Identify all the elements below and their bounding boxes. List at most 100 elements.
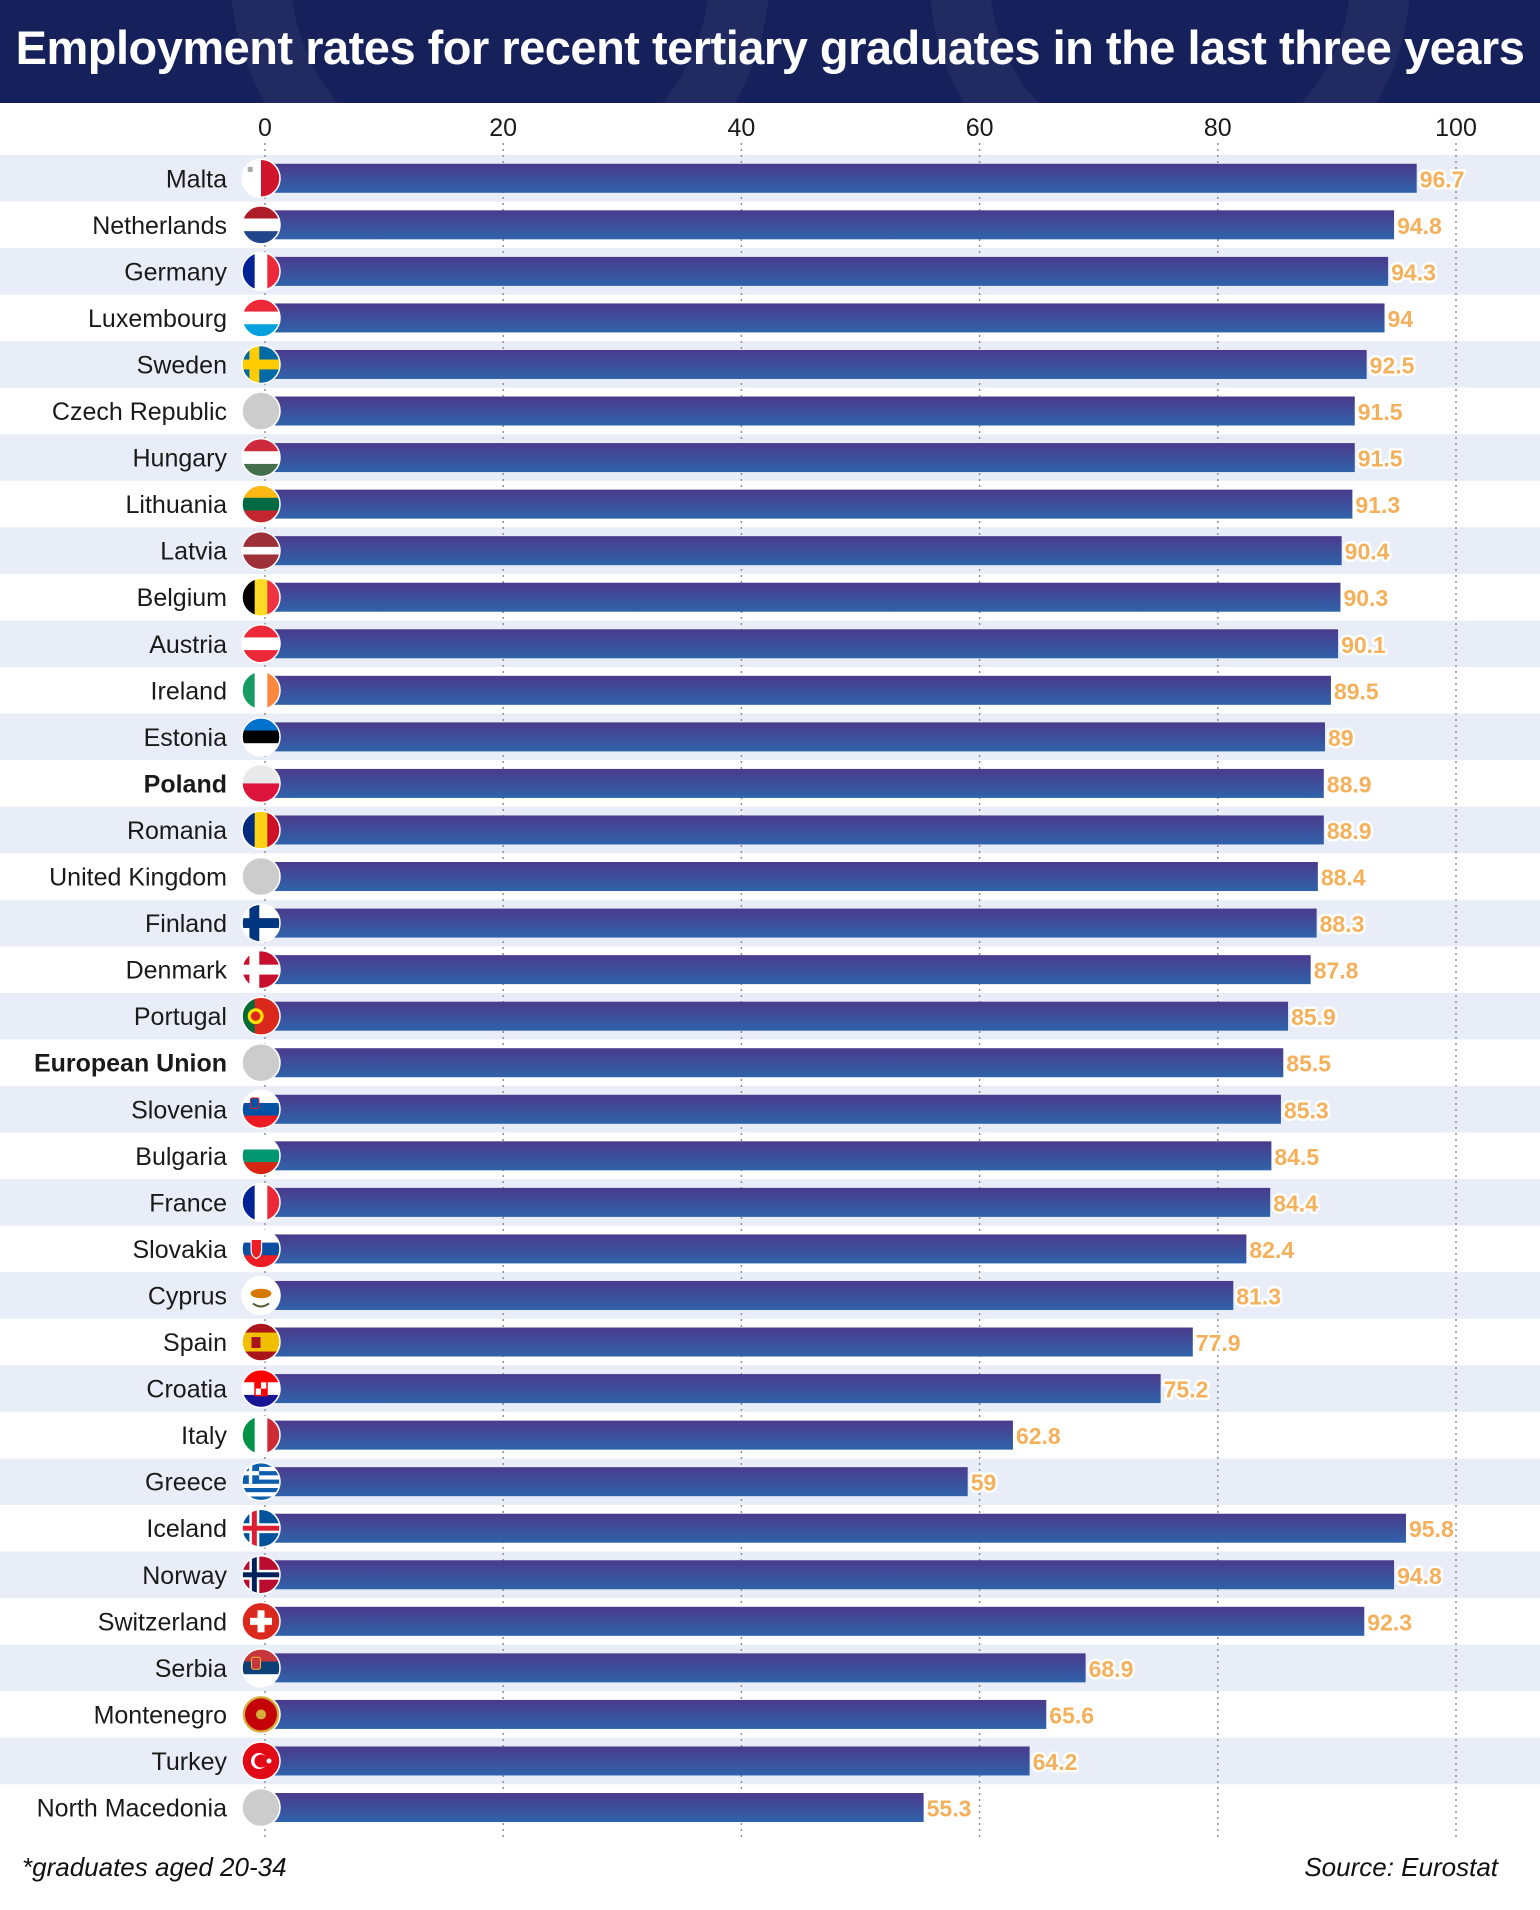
category-label: Slovenia bbox=[131, 1096, 227, 1124]
category-label: Croatia bbox=[146, 1376, 227, 1404]
value-label: 85.9 bbox=[1291, 1004, 1336, 1030]
value-label: 90.1 bbox=[1341, 632, 1386, 658]
category-label: Montenegro bbox=[94, 1701, 227, 1729]
italy-flag-icon bbox=[241, 1415, 281, 1455]
bar bbox=[265, 256, 1389, 286]
chart-row: Cyprus 81.3 bbox=[148, 1275, 1284, 1316]
iceland-flag-icon bbox=[241, 1508, 281, 1548]
bar bbox=[265, 1374, 1161, 1404]
bar bbox=[265, 1467, 968, 1497]
bar bbox=[265, 1187, 1271, 1217]
croatia-flag-icon bbox=[241, 1368, 281, 1409]
bar bbox=[265, 1001, 1289, 1031]
value-label: 87.8 bbox=[1314, 958, 1359, 984]
poland-flag-icon bbox=[241, 763, 281, 804]
bar bbox=[265, 1094, 1281, 1124]
chart-header: Employment rates for recent tertiary gra… bbox=[0, 0, 1540, 103]
chart-row: Switzerland 92.3 bbox=[98, 1601, 1415, 1642]
value-label: 77.9 bbox=[1196, 1330, 1241, 1356]
category-label: Romania bbox=[127, 817, 227, 845]
chart-row: Romania 88.9 bbox=[127, 810, 1374, 850]
bar bbox=[265, 163, 1417, 193]
category-label: Belgium bbox=[137, 584, 227, 612]
chart-row: European Union 85.5 bbox=[34, 1042, 1334, 1083]
france-flag-icon bbox=[241, 1182, 281, 1223]
value-label: 88.3 bbox=[1320, 911, 1365, 937]
footnote: *graduates aged 20-34 bbox=[22, 1852, 287, 1882]
value-label: 94.8 bbox=[1397, 213, 1442, 239]
slovenia-flag-icon bbox=[241, 1089, 281, 1130]
finland-flag-icon bbox=[241, 903, 281, 943]
x-tick-label: 40 bbox=[727, 114, 755, 142]
value-label: 62.8 bbox=[1016, 1423, 1061, 1449]
belgium-flag-icon bbox=[241, 577, 281, 617]
value-label: 89.5 bbox=[1334, 678, 1379, 704]
bar-rows: Malta 96.7 Netherlands 94.8 Germany 94.3 Luxem… bbox=[34, 158, 1467, 1828]
category-label: Czech Republic bbox=[52, 398, 227, 426]
bar bbox=[265, 815, 1324, 845]
category-label: Poland bbox=[144, 770, 227, 798]
chart-row: Belgium 90.3 bbox=[137, 577, 1391, 617]
category-label: Bulgaria bbox=[135, 1143, 227, 1171]
value-label: 88.9 bbox=[1327, 818, 1372, 844]
netherlands-flag-icon bbox=[241, 205, 281, 245]
value-label: 90.4 bbox=[1345, 539, 1390, 565]
bar-chart: 0 20 40 60 80 100 Malta 96.7 Netherlands 94.8 Ger… bbox=[0, 114, 1540, 1839]
bar bbox=[265, 443, 1355, 473]
chart-row: United Kingdom 88.4 bbox=[49, 856, 1368, 897]
united-kingdom-flag-icon bbox=[241, 856, 281, 897]
chart-row: Iceland 95.8 bbox=[146, 1508, 1456, 1548]
bar bbox=[265, 1234, 1247, 1264]
bar bbox=[265, 1560, 1395, 1590]
bulgaria-flag-icon bbox=[241, 1136, 281, 1176]
category-label: Greece bbox=[145, 1469, 227, 1497]
bar bbox=[265, 1327, 1193, 1357]
switzerland-flag-icon bbox=[241, 1601, 281, 1642]
bar bbox=[265, 908, 1317, 938]
x-tick-label: 60 bbox=[966, 114, 994, 142]
value-label: 88.9 bbox=[1327, 771, 1372, 797]
value-label: 91.5 bbox=[1358, 446, 1403, 472]
category-label: Turkey bbox=[152, 1748, 228, 1776]
category-label: Hungary bbox=[133, 445, 228, 473]
bar bbox=[265, 536, 1342, 566]
latvia-flag-icon bbox=[241, 530, 281, 571]
malta-flag-icon bbox=[241, 158, 281, 199]
source-note: Source: Eurostat bbox=[1304, 1852, 1498, 1882]
category-label: European Union bbox=[34, 1050, 227, 1078]
chart-row: Slovakia 82.4 bbox=[133, 1229, 1297, 1269]
bar bbox=[265, 955, 1311, 985]
category-label: Malta bbox=[166, 165, 227, 193]
bar bbox=[265, 722, 1325, 752]
value-label: 68.9 bbox=[1089, 1656, 1134, 1682]
category-label: Italy bbox=[181, 1422, 227, 1450]
value-label: 85.3 bbox=[1284, 1097, 1329, 1123]
x-tick-label: 80 bbox=[1204, 114, 1232, 142]
value-label: 64.2 bbox=[1033, 1749, 1078, 1775]
chart-row: Slovenia 85.3 bbox=[131, 1089, 1331, 1130]
north-macedonia-flag-icon bbox=[241, 1787, 281, 1828]
chart-row: Ireland 89.5 bbox=[151, 670, 1381, 711]
serbia-flag-icon bbox=[241, 1648, 281, 1688]
value-label: 59 bbox=[971, 1470, 997, 1496]
chart-row: Sweden 92.5 bbox=[137, 344, 1417, 385]
value-label: 88.4 bbox=[1321, 865, 1366, 891]
category-label: Sweden bbox=[137, 351, 227, 379]
portugal-flag-icon bbox=[241, 996, 281, 1036]
chart-row: North Macedonia 55.3 bbox=[37, 1787, 974, 1828]
ireland-flag-icon bbox=[241, 670, 281, 711]
chart-row: Netherlands 94.8 bbox=[92, 205, 1445, 245]
bar bbox=[265, 303, 1385, 333]
category-label: Serbia bbox=[155, 1655, 227, 1683]
chart-row: Finland 88.3 bbox=[145, 903, 1367, 943]
value-label: 85.5 bbox=[1286, 1051, 1331, 1077]
turkey-flag-icon bbox=[241, 1741, 281, 1781]
category-label: Spain bbox=[163, 1329, 227, 1357]
chart-row: France 84.4 bbox=[149, 1182, 1321, 1223]
bar bbox=[265, 1141, 1272, 1171]
germany-flag-icon bbox=[241, 251, 281, 292]
value-label: 55.3 bbox=[927, 1796, 972, 1822]
category-label: Slovakia bbox=[133, 1236, 228, 1264]
chart-row: Spain 77.9 bbox=[163, 1322, 1243, 1362]
chart-row: Denmark 87.8 bbox=[126, 949, 1361, 990]
